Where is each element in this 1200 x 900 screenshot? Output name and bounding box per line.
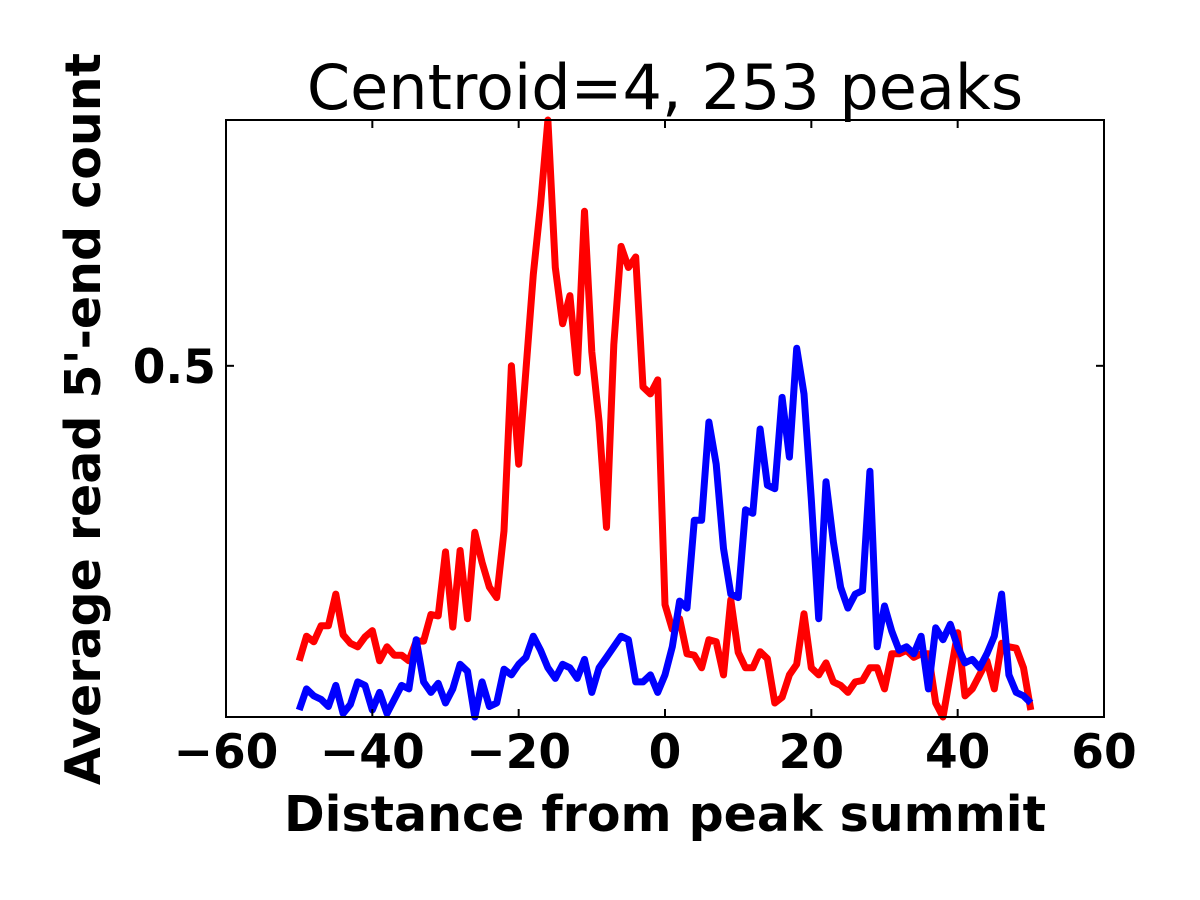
series-layer bbox=[295, 116, 1035, 721]
chart-title: Centroid=4, 253 peaks bbox=[307, 51, 1023, 124]
x-tick-label: 60 bbox=[1071, 725, 1136, 780]
y-tick-label: 0.5 bbox=[133, 340, 216, 395]
y-axis-label: Average read 5'-end count bbox=[55, 53, 112, 785]
series-line-2 bbox=[295, 344, 1034, 721]
x-tick-label: −60 bbox=[174, 725, 279, 780]
plot-frame bbox=[225, 119, 1105, 718]
x-axis-label: Distance from peak summit bbox=[284, 786, 1046, 843]
x-tick-label: 0 bbox=[649, 725, 682, 780]
x-tick-label: 40 bbox=[925, 725, 990, 780]
x-tick-label: −40 bbox=[320, 725, 425, 780]
tick-layer: −60 −40 −20 0 20 40 60 0.5 bbox=[133, 120, 1137, 780]
x-tick-label: 20 bbox=[779, 725, 844, 780]
x-tick-label: −20 bbox=[466, 725, 571, 780]
series-line-1 bbox=[295, 116, 1035, 721]
